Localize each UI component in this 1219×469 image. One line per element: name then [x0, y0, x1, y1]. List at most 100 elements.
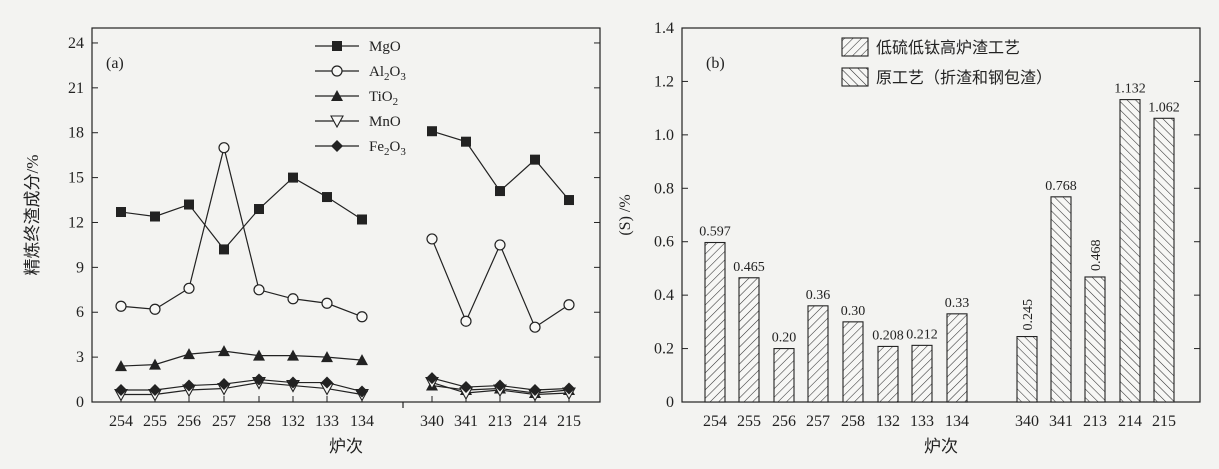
- data-point-mgo: [530, 154, 540, 165]
- bar-213: [1084, 276, 1106, 403]
- data-point-fe2o3: [426, 372, 438, 385]
- data-point-fe2o3: [321, 376, 333, 389]
- panel-a-x-tick-label: 133: [315, 413, 339, 430]
- panel-a-x-tick-label: 213: [488, 413, 512, 430]
- data-point-mgo: [254, 204, 264, 215]
- panel-b-x-tick-label: 256: [772, 413, 796, 430]
- panel-b-y-tick-label: 1.2: [654, 73, 674, 90]
- data-label-133: 0.212: [906, 327, 938, 342]
- panel-b-y-axis: 0 0.2 0.4 0.6 0.8 1.0 1.2 1.4: [654, 20, 1200, 411]
- data-label-214: 1.132: [1114, 82, 1146, 97]
- panel-b-y-axis-label: (S) /%: [617, 194, 634, 235]
- data-point-al2o3: [218, 142, 230, 154]
- bar-132: [877, 345, 899, 403]
- bar-254: [704, 241, 726, 403]
- bar-133: [911, 344, 933, 403]
- data-point-mgo: [219, 244, 229, 255]
- legend-item-al2o3: Al2O3: [315, 64, 406, 83]
- data-point-al2o3: [321, 297, 333, 309]
- legend-item-mgo: MgO: [315, 39, 401, 55]
- data-point-mgo: [288, 172, 298, 183]
- series-al2o3: [115, 142, 575, 333]
- panel-a-series: [114, 126, 576, 402]
- panel-a-y-tick-label: 18: [68, 125, 84, 142]
- panel-a-x-tick-label: 340: [420, 413, 444, 430]
- legend-label-part: O: [390, 64, 401, 80]
- data-point-mgo: [116, 207, 126, 218]
- series-line-al2o3: [120, 147, 363, 318]
- panel-a-y-tick-label: 3: [76, 349, 84, 366]
- panel-b-x-tick-label: 341: [1049, 413, 1073, 430]
- panel-a-x-axis-label: 炉次: [329, 437, 363, 456]
- panel-b-x-tick-label: 254: [703, 413, 727, 430]
- panel-b-x-tick-label: 214: [1118, 413, 1142, 430]
- series-mgo: [116, 126, 574, 255]
- bar-255: [738, 277, 760, 403]
- data-point-mgo: [495, 186, 505, 197]
- panel-b-x-tick-label: 215: [1152, 413, 1176, 430]
- panel-a-x-tick-label: 258: [247, 413, 271, 430]
- legend-label: MnO: [369, 114, 401, 130]
- data-point-fe2o3: [115, 384, 127, 397]
- series-line-mgo: [120, 176, 363, 251]
- panel-b-x-tick-label: 132: [876, 413, 900, 430]
- data-point-fe2o3: [460, 381, 472, 394]
- panel-b-x-tick-label: 258: [841, 413, 865, 430]
- legend-swatch: [841, 67, 869, 87]
- panel-b-x-tick-label: 257: [806, 413, 830, 430]
- panel-b-label: (b): [706, 55, 725, 72]
- legend-item-original-process: 原工艺（折渣和钢包渣）: [841, 67, 1052, 87]
- panel-b-x-tick-label: 133: [910, 413, 934, 430]
- data-point-al2o3: [494, 239, 506, 251]
- data-point-al2o3: [529, 321, 541, 333]
- data-label-258: 0.30: [841, 304, 866, 319]
- legend-marker: [331, 65, 343, 77]
- panel-b-y-tick-label: 1.4: [654, 20, 674, 37]
- data-point-fe2o3: [287, 376, 299, 389]
- data-point-tio2: [218, 345, 230, 357]
- data-point-fe2o3: [149, 384, 161, 397]
- panel-a-x-tick-label: 132: [281, 413, 305, 430]
- data-point-tio2: [115, 360, 127, 372]
- legend-label: MgO: [369, 39, 401, 55]
- panel-a-x-tick-label: 134: [350, 413, 374, 430]
- data-point-mgo: [564, 195, 574, 206]
- panel-b-y-tick-label: 0.2: [654, 341, 674, 358]
- data-label-134: 0.33: [945, 296, 970, 311]
- panel-b-x-axis: 254 255 256 257 258 132 133 134 340 341 213 214 215: [703, 396, 1176, 430]
- panel-b-y-tick-label: 0.6: [654, 234, 674, 251]
- data-point-tio2: [149, 358, 161, 370]
- bar-340: [1016, 335, 1038, 403]
- data-label-255: 0.465: [733, 260, 765, 275]
- bar-256: [773, 348, 795, 403]
- legend-label-part: MnO: [369, 114, 401, 130]
- panel-a-y-tick-label: 21: [68, 80, 84, 97]
- legend-label-part: 2: [393, 96, 399, 108]
- legend-label: TiO2: [369, 89, 398, 108]
- legend-label: 原工艺（折渣和钢包渣）: [876, 69, 1052, 87]
- data-point-al2o3: [426, 233, 438, 245]
- panel-a-plot-frame: [91, 27, 601, 403]
- data-point-mgo: [357, 214, 367, 225]
- panel-a-x-tick-label: 214: [523, 413, 547, 430]
- legend-item-tio2: TiO2: [315, 89, 398, 108]
- data-label-132: 0.208: [872, 328, 904, 343]
- legend-label-part: 2: [384, 146, 390, 158]
- panel-b-x-tick-label: 213: [1083, 413, 1107, 430]
- data-label-254: 0.597: [699, 225, 731, 240]
- panel-a-y-axis-label: 精炼终渣成分/%: [23, 155, 42, 276]
- panel-a-y-tick-label: 24: [68, 35, 84, 52]
- panel-a-line-chart: 0 3 6 9 12 15 18 21 24 254 255 256 257 258 132 133 134 3…: [23, 27, 601, 456]
- panel-b-y-tick-label: 1.0: [654, 127, 674, 144]
- data-point-mgo: [461, 136, 471, 147]
- panel-b-y-tick-label: 0.8: [654, 180, 674, 197]
- data-point-al2o3: [287, 293, 299, 305]
- legend-item-fe2o3: Fe2O3: [315, 139, 406, 158]
- data-point-fe2o3: [529, 384, 541, 397]
- legend-label: Al2O3: [369, 64, 406, 83]
- data-point-mgo: [427, 126, 437, 137]
- legend-label-part: MgO: [369, 39, 401, 55]
- panel-a-x-tick-label: 254: [109, 413, 133, 430]
